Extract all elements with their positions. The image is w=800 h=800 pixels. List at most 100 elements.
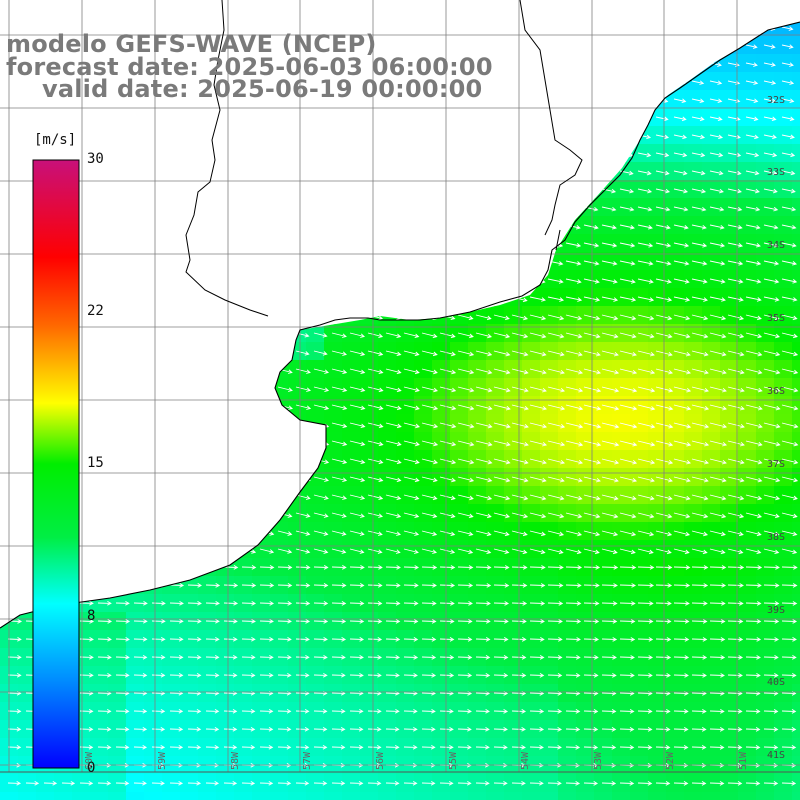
- wind-arrow: [619, 673, 635, 678]
- wind-arrow: [205, 745, 220, 750]
- wind-arrow: [493, 440, 511, 447]
- wind-arrow: [403, 655, 419, 660]
- wind-arrow: [763, 260, 780, 266]
- wind-arrow: [421, 601, 437, 606]
- wind-cell: [792, 522, 800, 541]
- wind-arrow: [493, 565, 510, 570]
- wind-arrow: [619, 296, 637, 302]
- wind-arrow: [457, 548, 474, 555]
- wind-arrow: [709, 673, 725, 678]
- wind-arrow: [529, 440, 548, 447]
- wind-cell: [198, 792, 217, 800]
- wind-arrow: [565, 781, 581, 786]
- wind-arrow: [475, 548, 492, 555]
- wind-cell: [792, 378, 800, 397]
- wind-arrow: [385, 350, 402, 357]
- wind-arrow: [583, 709, 599, 714]
- wind-arrow: [565, 350, 583, 357]
- wind-arrow: [547, 619, 563, 624]
- wind-arrow: [781, 404, 799, 411]
- wind-arrow: [709, 116, 723, 122]
- wind-arrow: [565, 548, 582, 555]
- wind-arrow: [727, 727, 743, 732]
- wind-arrow: [439, 332, 456, 339]
- wind-arrow: [493, 745, 508, 750]
- wind-arrow: [349, 332, 366, 338]
- wind-arrow: [313, 637, 328, 642]
- wind-arrow: [709, 476, 727, 483]
- wind-arrow: [583, 781, 599, 786]
- wind-arrow: [709, 565, 727, 570]
- wind-arrow: [421, 404, 439, 411]
- wind-arrow: [745, 745, 761, 750]
- wind-arrow: [691, 727, 707, 732]
- wind-arrow: [349, 440, 366, 447]
- wind-arrow: [655, 619, 672, 624]
- wind-arrow: [475, 601, 491, 606]
- model-title: modelo GEFS-WAVE (NCEP): [6, 30, 377, 58]
- wind-arrow: [367, 476, 384, 483]
- wind-arrow: [745, 278, 762, 284]
- wind-arrow: [691, 548, 708, 555]
- wind-arrow: [349, 404, 366, 411]
- wind-arrow: [727, 242, 744, 248]
- wind-arrow: [709, 98, 723, 104]
- wind-arrow: [79, 781, 94, 786]
- wind-arrow: [727, 655, 744, 660]
- wind-arrow: [439, 350, 456, 357]
- wind-cell: [792, 108, 800, 127]
- wind-arrow: [745, 80, 759, 85]
- wind-arrow: [349, 458, 366, 465]
- wind-arrow: [115, 781, 130, 786]
- wind-arrow: [763, 224, 779, 230]
- wind-arrow: [763, 637, 780, 642]
- wind-arrow: [691, 458, 710, 465]
- wind-arrow: [673, 350, 691, 357]
- wind-arrow: [637, 512, 655, 519]
- wind-cell: [792, 792, 800, 800]
- wind-arrow: [493, 583, 510, 588]
- wind-arrow: [529, 494, 547, 501]
- wind-arrow: [349, 422, 366, 429]
- wind-arrow: [673, 619, 690, 624]
- wind-arrow: [727, 386, 745, 393]
- wind-arrow: [601, 476, 619, 483]
- wind-arrow: [691, 368, 709, 375]
- wind-arrow: [745, 296, 762, 302]
- wind-arrow: [457, 530, 474, 537]
- wind-arrow: [673, 332, 691, 339]
- wind-arrow: [277, 601, 293, 606]
- wind-arrow: [763, 745, 779, 750]
- wind-arrow: [763, 350, 781, 357]
- wind-arrow: [529, 637, 545, 642]
- wind-arrow: [223, 709, 238, 714]
- wind-arrow: [277, 386, 293, 392]
- wind-arrow: [619, 476, 638, 483]
- wind-arrow: [763, 98, 777, 104]
- wind-cell: [792, 54, 800, 73]
- wind-arrow: [529, 583, 546, 588]
- wind-arrow: [745, 565, 763, 570]
- wind-arrow: [331, 548, 347, 554]
- wind-arrow: [691, 422, 710, 429]
- wind-arrow: [691, 655, 708, 660]
- wind-arrow: [727, 745, 743, 750]
- wind-cell: [792, 216, 800, 235]
- wind-arrow: [691, 260, 708, 266]
- wind-arrow: [493, 601, 510, 606]
- wind-arrow: [457, 440, 475, 447]
- wind-arrow: [637, 332, 655, 339]
- wind-arrow: [295, 512, 311, 518]
- wind-arrow: [655, 781, 671, 786]
- wind-arrow: [673, 709, 689, 714]
- wind-arrow: [331, 673, 346, 678]
- wind-arrow: [565, 655, 581, 660]
- wind-arrow: [691, 134, 706, 140]
- wind-arrow: [745, 44, 758, 49]
- wind-arrow: [655, 548, 672, 555]
- wind-arrow: [781, 637, 797, 642]
- lat-label-34s: 34S: [767, 240, 786, 251]
- wind-cell: [792, 126, 800, 145]
- wind-arrow: [457, 655, 473, 660]
- wind-cell: [792, 234, 800, 253]
